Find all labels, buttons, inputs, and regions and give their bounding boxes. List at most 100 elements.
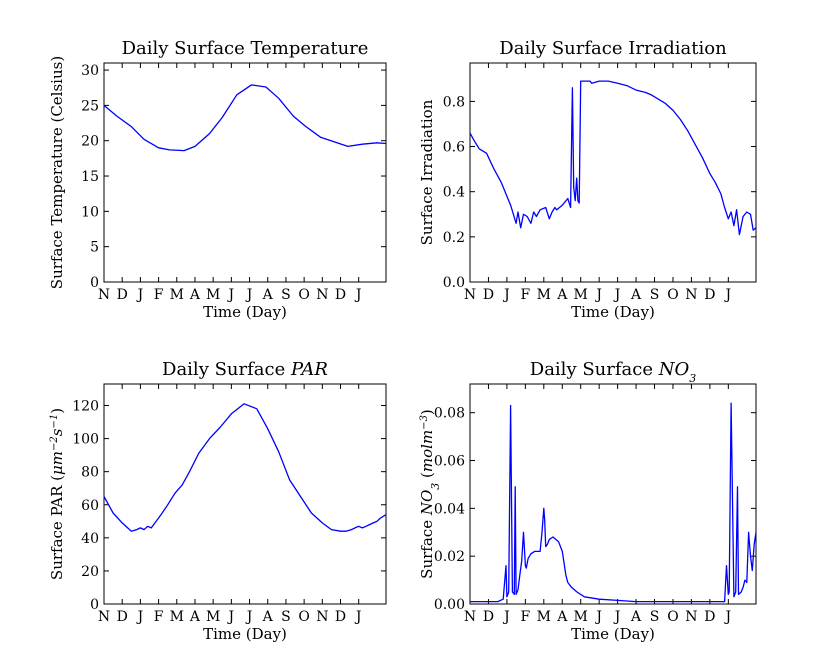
x-tick-label: D (335, 287, 346, 303)
x-tick-label: J (724, 287, 732, 303)
x-tick-label: A (189, 287, 201, 303)
x-tick-label: S (281, 287, 291, 303)
chart-title: Daily Surface Temperature (122, 38, 369, 59)
y-tick-label: 0.06 (434, 454, 465, 470)
x-tick-label: J (136, 609, 144, 625)
x-tick-label: D (483, 287, 494, 303)
y-tick-label: 20 (81, 564, 99, 580)
panel-surface-irradiation: Daily Surface Irradiation 0.0 0.2 0.4 0.6 0.8… (418, 38, 757, 321)
plot-frame (103, 62, 387, 283)
x-tick-label: F (154, 287, 164, 303)
x-tick-label: M (206, 609, 220, 625)
y-tick-label: 100 (72, 432, 99, 448)
x-tick-label: J (613, 287, 621, 303)
x-axis-label: Time (Day) (203, 625, 287, 643)
y-tick-label: 10 (81, 204, 99, 220)
x-tick-label: M (537, 609, 551, 625)
x-tick-label: J (502, 609, 510, 625)
x-tick-label: N (685, 287, 697, 303)
x-tick-label: S (281, 609, 291, 625)
y-tick-label: 0.6 (443, 140, 465, 156)
series-line (470, 402, 757, 603)
x-tick-label: N (98, 287, 110, 303)
y-tick-label: 0.04 (434, 501, 465, 517)
y-tick-label: 0 (90, 597, 99, 613)
y-tick-label: 0.8 (443, 94, 465, 110)
y-tick-label: 40 (81, 531, 99, 547)
chart-title: Daily Surface PAR (162, 359, 328, 380)
x-tick-label: J (227, 287, 235, 303)
y-axis-label: Surface PAR (μm−2s−1) (48, 408, 66, 580)
y-tick-label: 0 (90, 275, 99, 291)
x-tick-label: O (298, 609, 309, 625)
x-tick-label: M (574, 287, 588, 303)
x-tick-label: A (189, 609, 201, 625)
y-tick-label: 0.08 (434, 406, 465, 422)
chart-title: Daily Surface NO3 (530, 359, 696, 385)
x-tick-label: F (520, 287, 530, 303)
x-tick-label: J (245, 287, 253, 303)
x-tick-label: O (667, 609, 678, 625)
x-tick-label: F (520, 609, 530, 625)
x-axis-label: Time (Day) (571, 625, 655, 643)
x-tick-label: A (556, 287, 568, 303)
x-tick-label: D (704, 287, 715, 303)
y-tick-label: 60 (81, 498, 99, 514)
series-line (469, 80, 757, 236)
x-tick-label: J (245, 609, 253, 625)
y-tick-label: 80 (81, 465, 99, 481)
y-tick-label: 25 (81, 98, 99, 114)
x-tick-label: M (206, 287, 220, 303)
x-tick-label: O (667, 287, 678, 303)
series-line (103, 84, 387, 152)
x-tick-label: O (298, 287, 309, 303)
x-tick-label: N (464, 287, 476, 303)
x-tick-label: M (574, 609, 588, 625)
x-axis-label: Time (Day) (571, 303, 655, 321)
x-tick-label: S (650, 609, 660, 625)
x-tick-label: J (594, 609, 602, 625)
y-axis-label: Surface NO3 (molm−3) (418, 409, 442, 579)
x-tick-label: A (262, 287, 274, 303)
x-tick-label: N (316, 287, 328, 303)
x-tick-label: J (613, 609, 621, 625)
y-tick-label: 15 (81, 169, 99, 185)
y-tick-label: 0.0 (443, 275, 465, 291)
y-axis-label: Surface Irradiation (418, 99, 436, 245)
x-tick-label: A (630, 609, 642, 625)
y-tick-label: 0.2 (443, 230, 465, 246)
y-tick-label: 5 (90, 240, 99, 256)
x-tick-label: D (335, 609, 346, 625)
y-axis-label: Surface Temperature (Celsius) (48, 56, 66, 289)
x-tick-label: A (262, 609, 274, 625)
x-tick-label: J (724, 609, 732, 625)
x-tick-label: S (650, 287, 660, 303)
x-tick-label: J (227, 609, 235, 625)
y-tick-label: 0.4 (443, 185, 465, 201)
y-tick-label: 30 (81, 63, 99, 79)
x-tick-label: D (704, 609, 715, 625)
x-tick-label: J (594, 287, 602, 303)
x-tick-label: M (537, 287, 551, 303)
x-tick-label: D (117, 287, 128, 303)
x-axis-label: Time (Day) (203, 303, 287, 321)
x-tick-label: J (136, 287, 144, 303)
plot-frame (469, 383, 757, 605)
x-tick-label: F (154, 609, 164, 625)
y-tick-label: 0.02 (434, 549, 465, 565)
y-tick-label: 20 (81, 134, 99, 150)
x-tick-label: J (502, 287, 510, 303)
x-tick-label: N (464, 609, 476, 625)
y-tick-label: 0.00 (434, 597, 465, 613)
plot-frame (469, 62, 757, 283)
series-line (103, 403, 387, 532)
x-tick-label: N (685, 609, 697, 625)
x-tick-label: M (170, 287, 184, 303)
x-tick-label: D (117, 609, 128, 625)
x-tick-label: A (556, 609, 568, 625)
x-tick-label: N (98, 609, 110, 625)
